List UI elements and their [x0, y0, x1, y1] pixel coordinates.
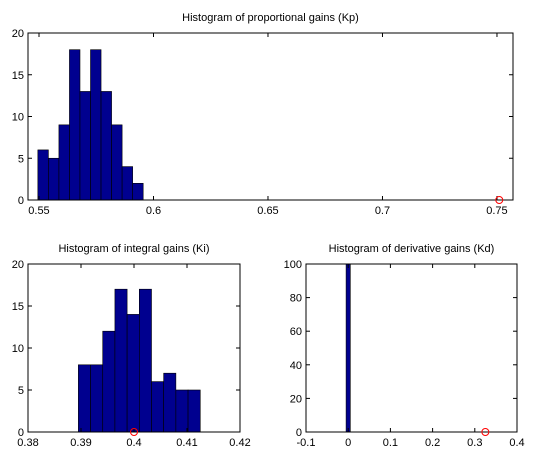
bar	[121, 166, 133, 201]
x-tick-label: 0.38	[17, 437, 38, 449]
bar	[345, 263, 351, 433]
y-tick-label: 0	[296, 427, 302, 439]
y-tick-label: 20	[12, 28, 24, 40]
x-tick-label: 0.55	[28, 205, 49, 217]
chart-title: Histogram of proportional gains (Kp)	[182, 12, 359, 24]
marker	[495, 196, 504, 204]
y-tick-label: 10	[12, 343, 24, 355]
bar	[126, 314, 140, 433]
y-tick-label: 40	[290, 360, 302, 372]
x-tick-label: 0.2	[425, 437, 440, 449]
bar	[114, 288, 128, 433]
x-tick-label: 0.4	[509, 437, 524, 449]
x-tick-label: 0.3	[467, 437, 482, 449]
y-tick-label: 5	[18, 385, 24, 397]
x-tick-label: 0	[345, 437, 351, 449]
bar	[100, 91, 112, 201]
bar	[111, 124, 123, 201]
x-tick-label: 0.42	[229, 437, 250, 449]
x-tick-label: 0.4	[126, 437, 141, 449]
bar	[187, 389, 201, 433]
bar	[139, 288, 152, 433]
marker	[481, 428, 490, 436]
y-tick-label: 10	[12, 112, 24, 124]
bar	[102, 330, 116, 433]
y-tick-label: 80	[290, 293, 302, 305]
x-tick-label: 0.6	[146, 205, 161, 217]
bar	[90, 364, 104, 433]
x-tick-label: 0.41	[176, 437, 197, 449]
y-tick-label: 60	[290, 326, 302, 338]
y-tick-label: 20	[12, 259, 24, 271]
bar	[37, 149, 49, 201]
bar	[69, 49, 81, 201]
bar	[163, 372, 177, 433]
chart-title: Histogram of integral gains (Ki)	[58, 243, 209, 255]
x-tick-label: 0.39	[70, 437, 91, 449]
bar	[48, 157, 60, 201]
bar	[175, 389, 189, 433]
axes-box	[305, 263, 518, 433]
y-tick-label: 15	[12, 70, 24, 82]
bar	[58, 124, 70, 201]
y-tick-label: 5	[18, 153, 24, 165]
bar	[151, 381, 164, 433]
x-tick-label: 0.65	[257, 205, 278, 217]
marker	[130, 428, 138, 436]
bar	[132, 183, 144, 201]
y-tick-label: 0	[18, 427, 24, 439]
bar	[78, 364, 91, 433]
y-tick-label: 0	[18, 195, 24, 207]
x-tick-label: 0.75	[486, 205, 507, 217]
x-tick-label: -0.1	[297, 437, 316, 449]
bar	[79, 91, 91, 201]
x-tick-label: 0.7	[375, 205, 390, 217]
y-tick-label: 20	[290, 393, 302, 405]
y-tick-label: 15	[12, 301, 24, 313]
bar	[90, 49, 102, 201]
x-tick-label: 0.1	[383, 437, 398, 449]
chart-title: Histogram of derivative gains (Kd)	[329, 243, 495, 255]
y-tick-label: 100	[284, 259, 302, 271]
